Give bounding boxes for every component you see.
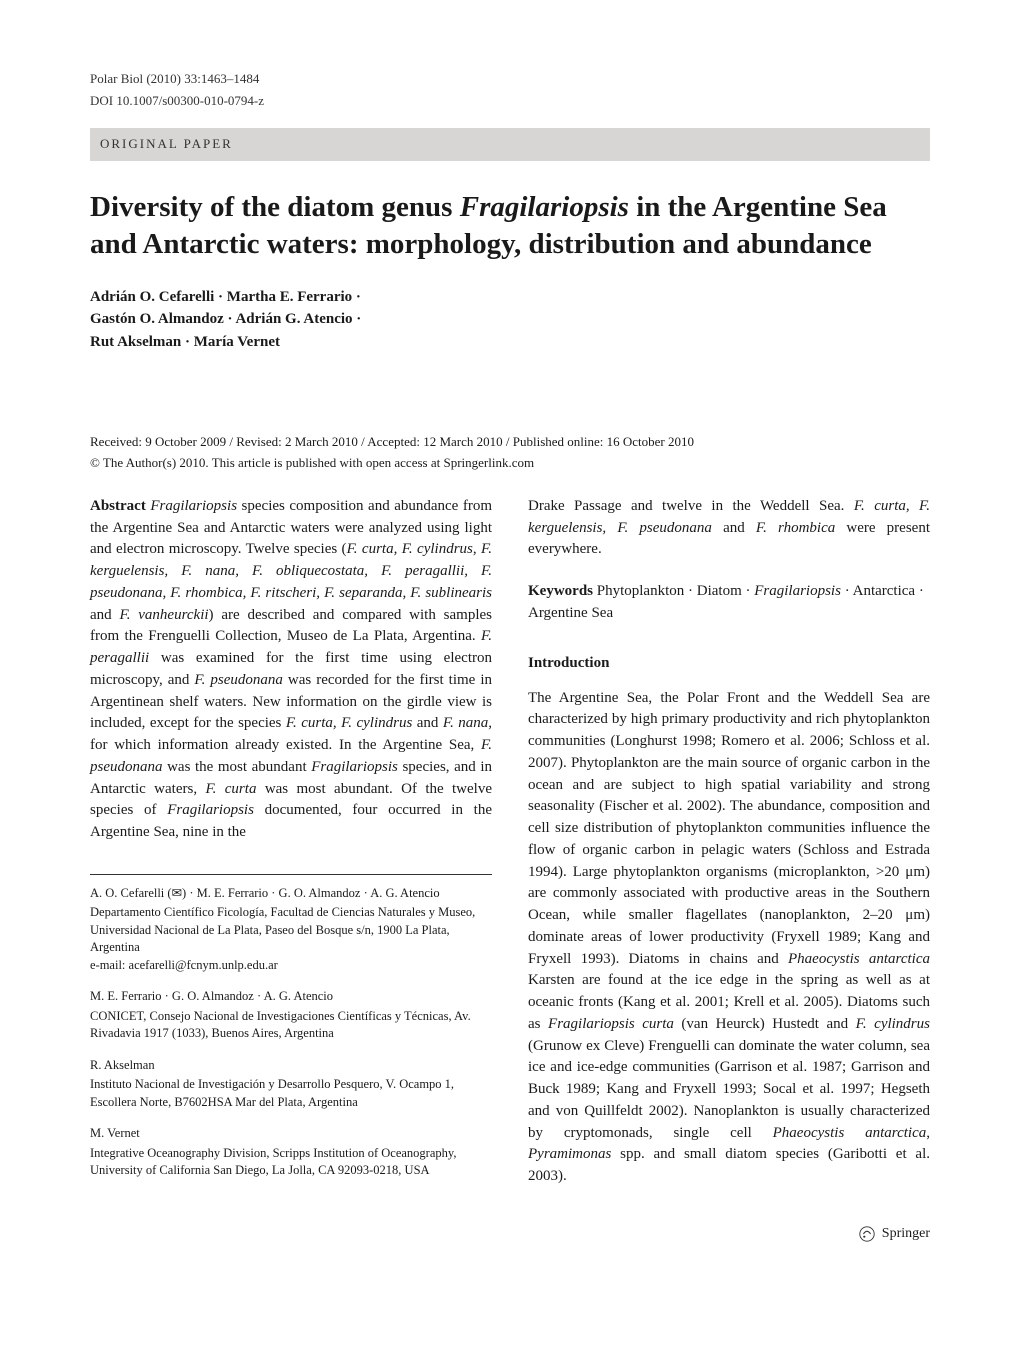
- paper-type-label: ORIGINAL PAPER: [100, 136, 233, 151]
- paper-title: Diversity of the diatom genus Fragilario…: [90, 189, 930, 262]
- journal-header: Polar Biol (2010) 33:1463–1484 DOI 10.10…: [90, 70, 930, 110]
- abstract-label: Abstract: [90, 498, 146, 514]
- journal-reference: Polar Biol (2010) 33:1463–1484: [90, 70, 930, 88]
- page-footer: Springer: [90, 1224, 930, 1244]
- right-column: Drake Passage and twelve in the Weddell …: [528, 496, 930, 1194]
- abstract-paragraph: Abstract Fragilariopsis species composit…: [90, 496, 492, 844]
- title-genus: Fragilariopsis: [460, 191, 629, 223]
- keywords-label: Keywords: [528, 583, 593, 599]
- affil-authors-3: R. Akselman: [90, 1057, 492, 1075]
- copyright-line: © The Author(s) 2010. This article is pu…: [90, 454, 930, 472]
- keywords: Keywords Phytoplankton · Diatom · Fragil…: [528, 581, 930, 625]
- paper-type-banner: ORIGINAL PAPER: [90, 128, 930, 161]
- authors-line-3: Rut Akselman · María Vernet: [90, 331, 930, 354]
- affil-address-1: Departamento Científico Ficología, Facul…: [90, 904, 492, 957]
- affiliations-section: A. O. Cefarelli (✉) · M. E. Ferrario · G…: [90, 874, 492, 1180]
- doi: DOI 10.1007/s00300-010-0794-z: [90, 92, 930, 110]
- affil-authors-2: M. E. Ferrario · G. O. Almandoz · A. G. …: [90, 988, 492, 1006]
- affil-email-1: e-mail: acefarelli@fcnym.unlp.edu.ar: [90, 957, 492, 975]
- abstract-continuation: Drake Passage and twelve in the Weddell …: [528, 496, 930, 561]
- affil-address-3: Instituto Nacional de Investigación y De…: [90, 1076, 492, 1111]
- authors-line-1: Adrián O. Cefarelli · Martha E. Ferrario…: [90, 286, 930, 309]
- affil-address-4: Integrative Oceanography Division, Scrip…: [90, 1145, 492, 1180]
- title-prefix: Diversity of the diatom genus: [90, 191, 460, 223]
- left-column: Abstract Fragilariopsis species composit…: [90, 496, 492, 1194]
- affiliation-block-1: A. O. Cefarelli (✉) · M. E. Ferrario · G…: [90, 885, 492, 975]
- affil-address-2: CONICET, Consejo Nacional de Investigaci…: [90, 1008, 492, 1043]
- affiliation-block-2: M. E. Ferrario · G. O. Almandoz · A. G. …: [90, 988, 492, 1043]
- main-content-columns: Abstract Fragilariopsis species composit…: [90, 496, 930, 1194]
- affiliation-block-4: M. Vernet Integrative Oceanography Divis…: [90, 1125, 492, 1180]
- introduction-heading: Introduction: [528, 653, 930, 674]
- publisher-name: Springer: [882, 1224, 930, 1244]
- introduction-paragraph: The Argentine Sea, the Polar Front and t…: [528, 688, 930, 1188]
- affil-authors-4: M. Vernet: [90, 1125, 492, 1143]
- affiliation-block-3: R. Akselman Instituto Nacional de Invest…: [90, 1057, 492, 1112]
- author-list: Adrián O. Cefarelli · Martha E. Ferrario…: [90, 286, 930, 354]
- springer-logo-icon: [858, 1225, 876, 1243]
- article-dates: Received: 9 October 2009 / Revised: 2 Ma…: [90, 433, 930, 451]
- authors-line-2: Gastón O. Almandoz · Adrián G. Atencio ·: [90, 308, 930, 331]
- affil-authors-1: A. O. Cefarelli (✉) · M. E. Ferrario · G…: [90, 885, 492, 903]
